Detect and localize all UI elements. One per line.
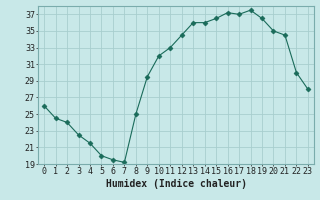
X-axis label: Humidex (Indice chaleur): Humidex (Indice chaleur) (106, 179, 246, 189)
